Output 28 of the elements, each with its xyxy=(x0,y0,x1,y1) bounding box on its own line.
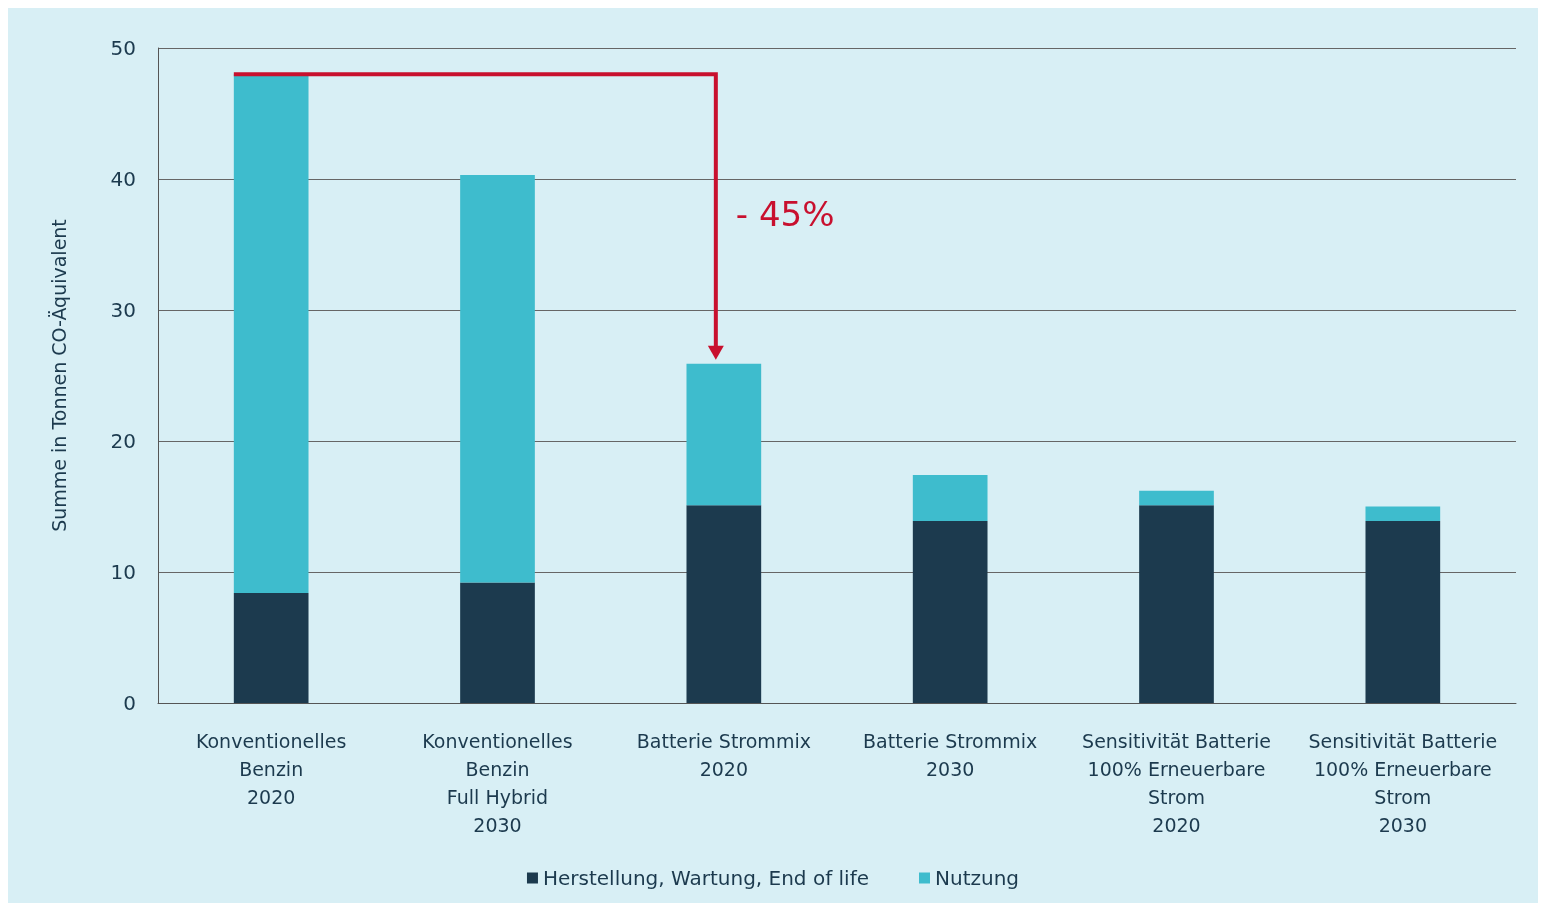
y-tick-label: 0 xyxy=(123,691,136,715)
y-tick-label: 20 xyxy=(110,429,136,453)
legend-label: Nutzung xyxy=(935,866,1020,890)
bar xyxy=(1139,505,1214,703)
bar xyxy=(233,592,309,703)
y-tick-label: 10 xyxy=(110,560,136,584)
bar xyxy=(686,505,762,703)
x-tick-label: Konventionelles Benzin 2020 xyxy=(195,730,347,808)
bar xyxy=(912,475,988,521)
bar xyxy=(1365,520,1441,703)
bar xyxy=(1139,490,1214,506)
x-tick-label: Batterie Strommix 2030 xyxy=(863,730,1038,780)
bar xyxy=(233,74,309,593)
bar xyxy=(460,175,535,583)
x-tick-label: Sensitivität Batterie 100% Erneuerbare Strom 2030 xyxy=(1308,730,1498,836)
y-tick-label: 40 xyxy=(110,167,136,191)
bar xyxy=(460,582,535,703)
x-tick-label: Batterie Strommix 2020 xyxy=(636,730,811,780)
y-axis-title: Summe in Tonnen CO-Äquivalent xyxy=(47,219,70,532)
y-tick-label: 30 xyxy=(110,298,136,322)
x-tick-label: Konventionelles Benzin Full Hybrid 2030 xyxy=(422,730,573,836)
annotation: - 45% xyxy=(735,194,835,235)
legend-label: Herstellung, Wartung, End of life xyxy=(542,866,870,890)
bar xyxy=(1365,506,1441,521)
x-tick-label: Sensitivität Batterie 100% Erneuerbare Strom 2020 xyxy=(1082,730,1271,836)
bar xyxy=(912,520,988,703)
y-tick-label: 50 xyxy=(110,36,136,60)
bar xyxy=(686,363,762,506)
